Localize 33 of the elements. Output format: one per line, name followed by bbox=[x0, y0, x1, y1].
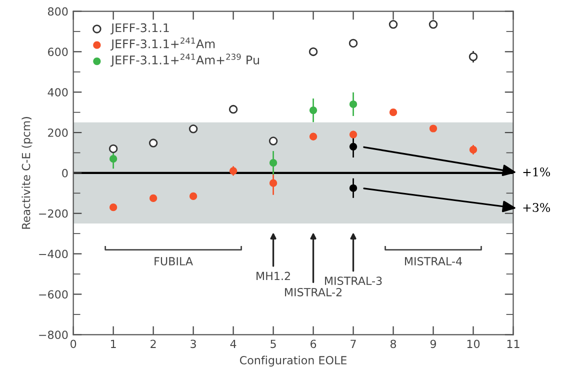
annotation: MISTRAL-4 bbox=[405, 257, 462, 266]
y-tick-label: −400 bbox=[39, 250, 68, 258]
x-tick-label: 4 bbox=[230, 340, 236, 348]
x-tick-label: 9 bbox=[430, 340, 436, 348]
x-tick-label: 3 bbox=[190, 340, 196, 348]
y-tick-label: −800 bbox=[39, 330, 68, 340]
x-tick-label: 7 bbox=[350, 340, 356, 348]
annotation: FUBILA bbox=[154, 257, 193, 266]
x-tick-label: 2 bbox=[150, 340, 156, 348]
y-tick-label: 400 bbox=[48, 88, 68, 96]
legend-label: JEFF-3.1.1 bbox=[110, 23, 169, 34]
x-tick-label: 11 bbox=[507, 340, 520, 348]
y-tick-label: −600 bbox=[39, 290, 68, 299]
legend-label: JEFF-3.1.1+$^{241}$Am bbox=[110, 37, 215, 50]
x-tick-label: 6 bbox=[310, 340, 316, 348]
x-tick-label: 1 bbox=[111, 340, 116, 348]
annotation: MISTRAL-3 bbox=[325, 276, 382, 286]
y-tick-label: −200 bbox=[39, 209, 68, 218]
x-tick-label: 0 bbox=[70, 340, 76, 348]
y-tick-label: 0 bbox=[62, 168, 68, 178]
y-tick-label: 800 bbox=[48, 7, 68, 16]
y-tick-label: 200 bbox=[48, 128, 68, 137]
y-tick-label: 600 bbox=[48, 48, 68, 56]
annotation: MISTRAL-2 bbox=[285, 288, 342, 296]
legend-label: JEFF-3.1.1+$^{241}$Am+$^{239}$ Pu bbox=[110, 54, 259, 67]
x-tick-label: 8 bbox=[390, 340, 396, 348]
x-axis-title: Configuration EOLE bbox=[240, 356, 346, 367]
annotation: MH1.2 bbox=[256, 272, 290, 280]
y-axis-title: Reactivite C-E (pcm) bbox=[22, 117, 32, 229]
text: +3% bbox=[523, 203, 550, 212]
text: +1% bbox=[523, 167, 550, 176]
x-tick-label: 10 bbox=[467, 340, 480, 348]
x-tick-label: 5 bbox=[270, 340, 276, 348]
